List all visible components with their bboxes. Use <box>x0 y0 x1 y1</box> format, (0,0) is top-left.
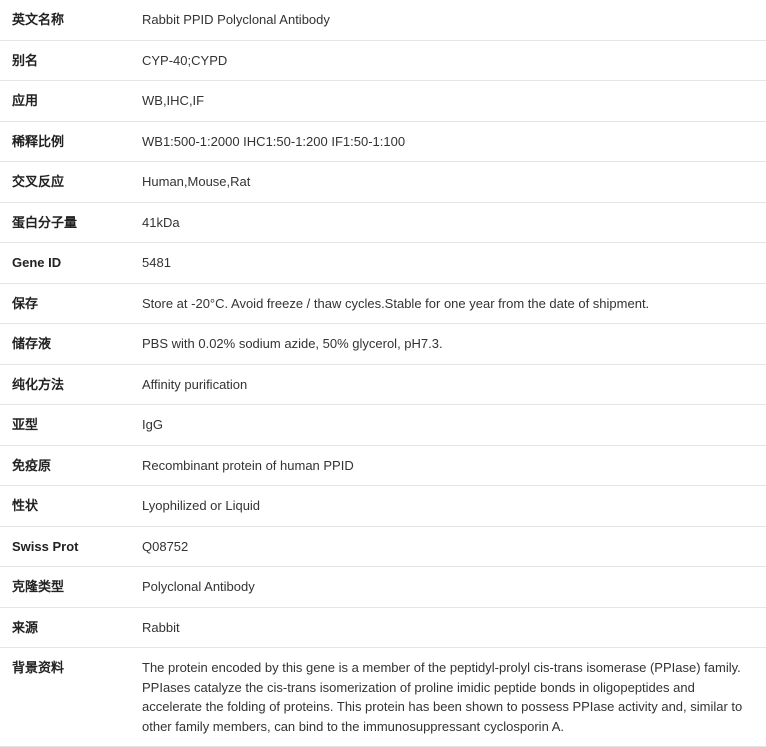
row-label: 来源 <box>0 607 130 648</box>
row-value: 5481 <box>130 243 766 284</box>
table-row: 稀释比例WB1:500-1:2000 IHC1:50-1:200 IF1:50-… <box>0 121 766 162</box>
row-label: 克隆类型 <box>0 567 130 608</box>
row-label: Swiss Prot <box>0 526 130 567</box>
table-row: 英文名称Rabbit PPID Polyclonal Antibody <box>0 0 766 40</box>
table-row: 背景资料The protein encoded by this gene is … <box>0 648 766 747</box>
row-value: 41kDa <box>130 202 766 243</box>
table-row: 别名CYP-40;CYPD <box>0 40 766 81</box>
row-label: 亚型 <box>0 405 130 446</box>
spec-table: 英文名称Rabbit PPID Polyclonal Antibody 别名CY… <box>0 0 766 747</box>
row-label: 英文名称 <box>0 0 130 40</box>
row-value: Affinity purification <box>130 364 766 405</box>
row-value: Recombinant protein of human PPID <box>130 445 766 486</box>
table-row: 储存液PBS with 0.02% sodium azide, 50% glyc… <box>0 324 766 365</box>
row-label: 稀释比例 <box>0 121 130 162</box>
table-row: 交叉反应Human,Mouse,Rat <box>0 162 766 203</box>
table-row: 免疫原Recombinant protein of human PPID <box>0 445 766 486</box>
row-value: WB,IHC,IF <box>130 81 766 122</box>
row-label: Gene ID <box>0 243 130 284</box>
row-label: 别名 <box>0 40 130 81</box>
row-label: 性状 <box>0 486 130 527</box>
row-value: Rabbit <box>130 607 766 648</box>
row-label: 纯化方法 <box>0 364 130 405</box>
table-row: 应用WB,IHC,IF <box>0 81 766 122</box>
table-row: 性状Lyophilized or Liquid <box>0 486 766 527</box>
table-row: Swiss ProtQ08752 <box>0 526 766 567</box>
row-label: 应用 <box>0 81 130 122</box>
row-label: 免疫原 <box>0 445 130 486</box>
table-row: 保存Store at -20°C. Avoid freeze / thaw cy… <box>0 283 766 324</box>
row-value: Q08752 <box>130 526 766 567</box>
table-row: 亚型IgG <box>0 405 766 446</box>
table-row: Gene ID5481 <box>0 243 766 284</box>
row-value: Lyophilized or Liquid <box>130 486 766 527</box>
row-value: IgG <box>130 405 766 446</box>
row-value: CYP-40;CYPD <box>130 40 766 81</box>
row-value: Polyclonal Antibody <box>130 567 766 608</box>
row-label: 蛋白分子量 <box>0 202 130 243</box>
row-value: PBS with 0.02% sodium azide, 50% glycero… <box>130 324 766 365</box>
row-value: Store at -20°C. Avoid freeze / thaw cycl… <box>130 283 766 324</box>
table-row: 蛋白分子量41kDa <box>0 202 766 243</box>
row-label: 交叉反应 <box>0 162 130 203</box>
spec-table-body: 英文名称Rabbit PPID Polyclonal Antibody 别名CY… <box>0 0 766 747</box>
row-value: Rabbit PPID Polyclonal Antibody <box>130 0 766 40</box>
row-value: WB1:500-1:2000 IHC1:50-1:200 IF1:50-1:10… <box>130 121 766 162</box>
row-value: The protein encoded by this gene is a me… <box>130 648 766 747</box>
table-row: 纯化方法Affinity purification <box>0 364 766 405</box>
table-row: 来源Rabbit <box>0 607 766 648</box>
row-label: 储存液 <box>0 324 130 365</box>
row-label: 保存 <box>0 283 130 324</box>
row-label: 背景资料 <box>0 648 130 747</box>
table-row: 克隆类型Polyclonal Antibody <box>0 567 766 608</box>
row-value: Human,Mouse,Rat <box>130 162 766 203</box>
